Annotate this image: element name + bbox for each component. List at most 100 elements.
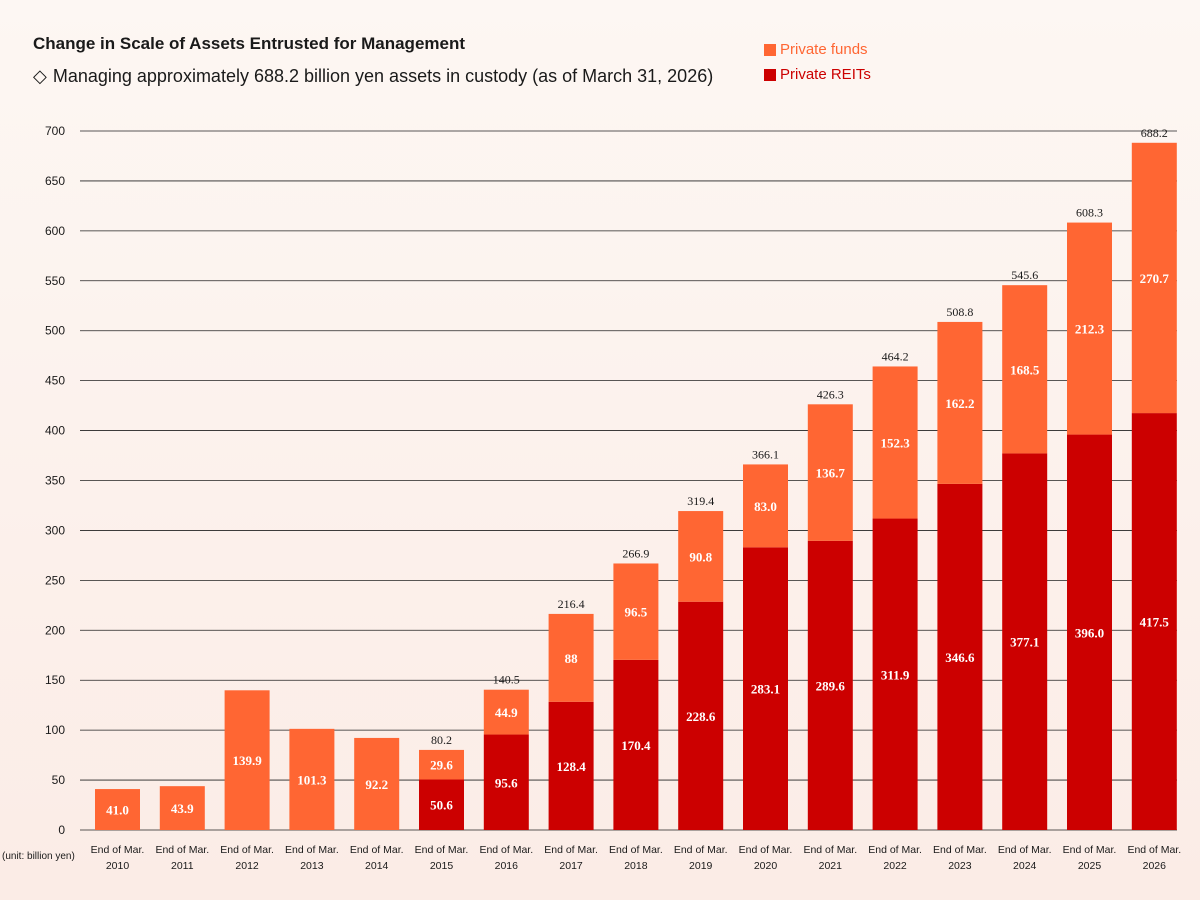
bar-total-label: 319.4 [687,494,714,508]
y-tick-label: 700 [45,124,65,138]
y-tick-label: 100 [45,723,65,737]
x-tick-label-line2: 2015 [430,860,454,872]
bar-private-funds [159,786,205,830]
bar-private-reits [1131,413,1177,830]
bar-total-label: 508.8 [946,305,973,319]
bar-label-private-reits: 346.6 [945,650,975,665]
bar-label-private-funds: 162.2 [945,396,974,411]
x-tick-label-line1: End of Mar. [544,844,598,856]
x-tick-label-line1: End of Mar. [155,844,209,856]
legend-label-private-funds: Private funds [780,41,868,58]
bar-label-private-funds: 139.9 [232,753,262,768]
x-tick-label-line2: 2019 [689,860,713,872]
y-tick-label: 500 [45,324,65,338]
bar-private-reits [548,701,594,830]
y-tick-label: 0 [58,823,65,837]
y-tick-label: 300 [45,523,65,537]
bar-label-private-funds: 152.3 [880,436,910,451]
bar-private-funds [743,464,788,548]
x-tick-label-line1: End of Mar. [1063,844,1117,856]
x-tick-label-line2: 2010 [106,860,130,872]
bar-label-private-funds: 168.5 [1010,362,1040,377]
bar-private-funds [548,613,594,702]
x-tick-label-line2: 2016 [495,860,519,872]
bar-total-label: 608.3 [1076,206,1103,220]
bar-label-private-reits: 95.6 [495,775,518,790]
x-tick-label-line2: 2021 [819,860,843,872]
legend-swatch-private-reits [764,68,776,81]
bar-private-reits [613,659,659,830]
x-tick-label-line1: End of Mar. [739,844,793,856]
bar-private-reits [678,601,724,830]
x-tick-label-line1: End of Mar. [415,844,469,856]
bar-private-funds [678,511,724,602]
x-tick-label-line2: 2024 [1013,860,1037,872]
x-tick-label-line1: End of Mar. [609,844,663,856]
bar-private-reits [1067,434,1112,830]
bar-label-private-reits: 377.1 [1010,635,1039,650]
y-tick-label: 200 [45,623,65,637]
bar-label-private-funds: 88 [565,651,579,666]
bar-total-label: 464.2 [882,349,909,363]
legend-swatch-private-funds [764,43,776,56]
x-tick-label-line1: End of Mar. [803,844,857,856]
x-tick-label-line1: End of Mar. [868,844,922,856]
bar-label-private-funds: 96.5 [625,605,648,620]
bar-label-private-funds: 136.7 [816,466,846,481]
x-tick-label-line2: 2018 [624,860,648,872]
bar-total-label: 688.2 [1141,126,1168,140]
bar-label-private-funds: 41.0 [106,803,129,818]
x-tick-label-line2: 2022 [883,860,907,872]
y-tick-label: 50 [52,773,66,787]
diamond-icon: ◇ [33,66,47,86]
x-tick-label-line2: 2012 [235,860,259,872]
bar-private-funds [1067,222,1112,435]
x-tick-label-line2: 2023 [948,860,972,872]
x-tick-label-line2: 2020 [754,860,778,872]
bar-private-funds [354,737,400,830]
bar-label-private-funds: 212.3 [1075,322,1105,337]
bar-total-label: 140.5 [493,673,520,687]
bar-label-private-reits: 228.6 [686,709,716,724]
bar-private-funds [289,728,335,830]
legend-label-private-reits: Private REITs [780,66,871,83]
x-tick-label-line2: 2011 [171,860,194,872]
bar-label-private-funds: 90.8 [689,549,712,564]
bar-label-private-reits: 170.4 [621,738,651,753]
chart-title: Change in Scale of Assets Entrusted for … [33,34,466,53]
bar-total-label: 426.3 [817,387,844,401]
bar-label-private-funds: 101.3 [297,772,327,787]
bar-private-reits [937,483,983,830]
bar-private-funds [1002,285,1048,454]
subtitle-text: Managing approximately 688.2 billion yen… [52,66,714,86]
bar-total-label: 266.9 [622,546,649,560]
bar-private-funds [872,366,918,519]
x-tick-label-line1: End of Mar. [479,844,533,856]
bar-private-funds [419,749,464,780]
bar-private-funds [937,321,983,484]
bar-label-private-funds: 83.0 [754,499,777,514]
chart-subtitle: ◇ Managing approximately 688.2 billion ye… [33,66,713,87]
bar-label-private-reits: 128.4 [556,759,586,774]
bar-private-funds [95,789,140,830]
unit-label: (unit: billion yen) [2,851,75,862]
bar-label-private-reits: 396.0 [1075,625,1104,640]
y-tick-label: 350 [45,474,65,488]
bar-label-private-reits: 50.6 [430,798,453,813]
x-tick-label-line2: 2014 [365,860,389,872]
bar-private-funds [1131,142,1177,414]
bar-private-reits [483,734,529,830]
y-tick-label: 650 [45,174,65,188]
x-tick-label-line1: End of Mar. [350,844,404,856]
bar-private-reits [1002,453,1048,830]
bar-total-label: 216.4 [558,597,585,611]
bar-private-reits [419,779,464,830]
x-tick-label-line2: 2013 [300,860,324,872]
x-tick-label-line1: End of Mar. [674,844,728,856]
legend-item-private-funds: Private funds [764,37,871,62]
bar-label-private-funds: 29.6 [430,758,453,773]
bar-label-private-funds: 270.7 [1140,271,1170,286]
bar-total-label: 545.6 [1011,268,1038,282]
bar-private-funds [613,563,659,660]
